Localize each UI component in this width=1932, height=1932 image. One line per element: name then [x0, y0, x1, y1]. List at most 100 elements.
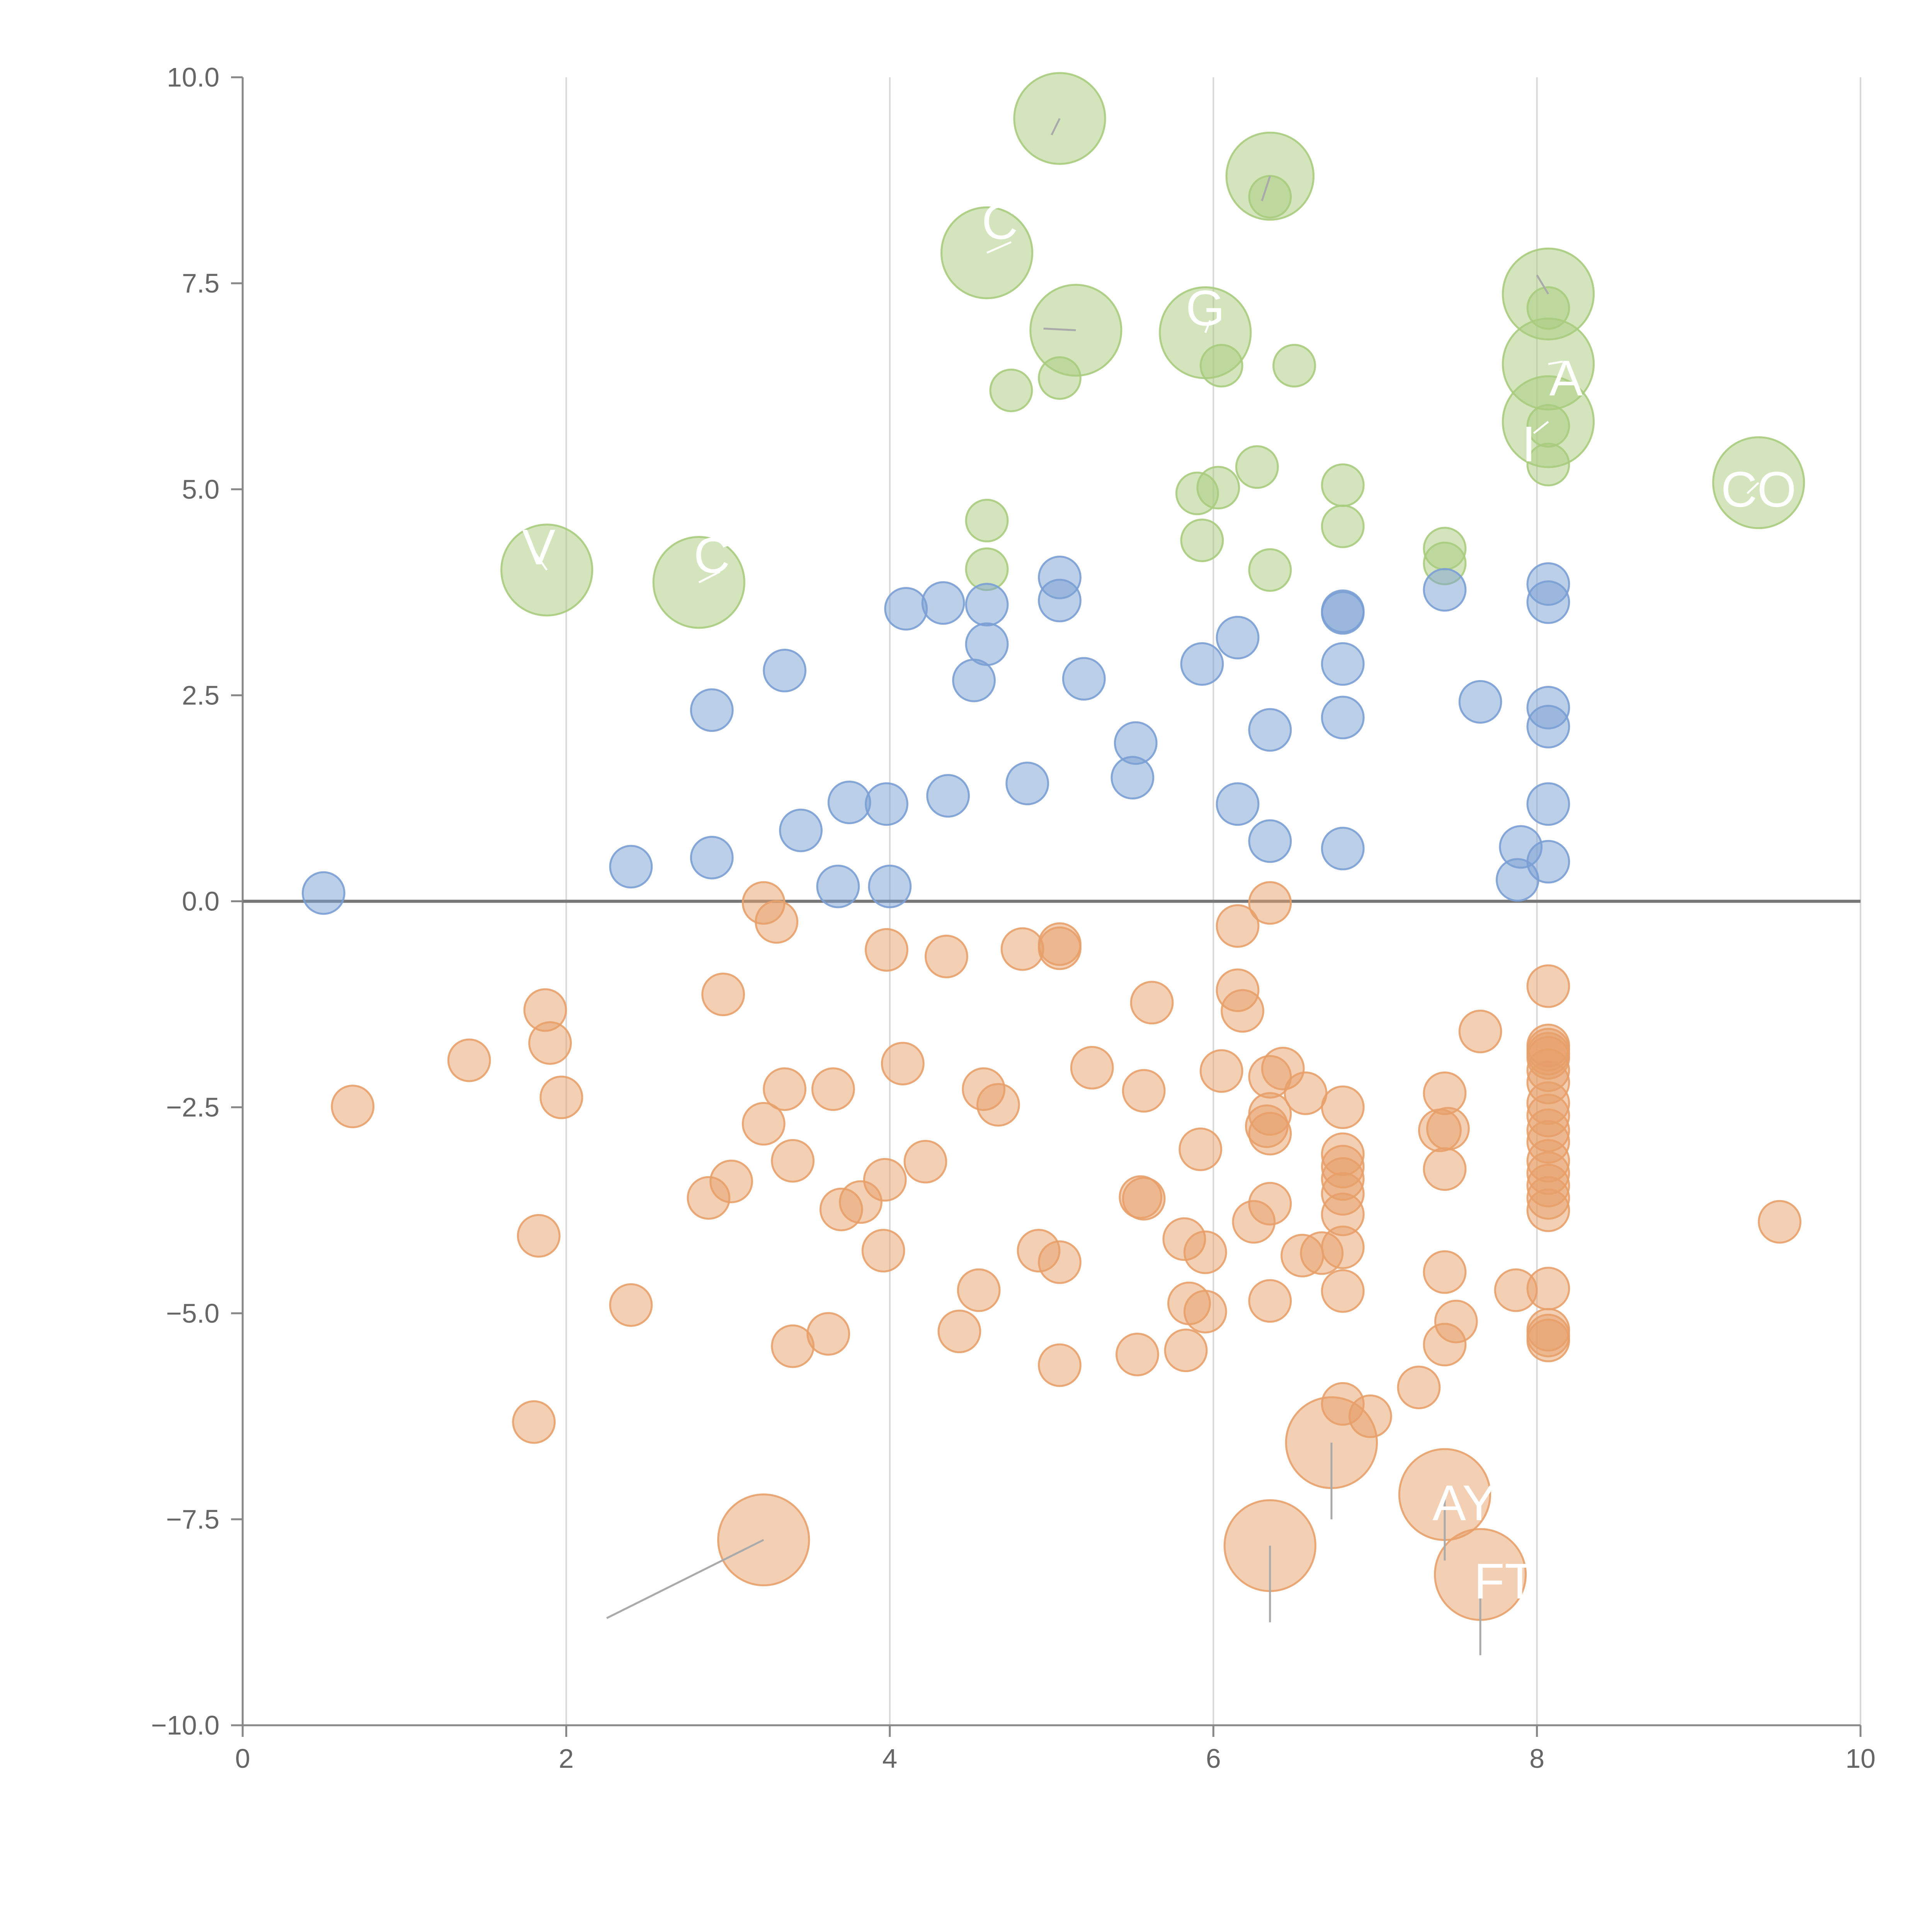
y-tick-label: 10.0: [167, 62, 219, 92]
x-tick-label: 4: [882, 1743, 897, 1774]
data-point: [1248, 548, 1292, 592]
data-point: [1116, 1332, 1159, 1376]
data-point: [1248, 175, 1292, 219]
data-point: [816, 864, 860, 908]
annotations: AY FT CO G A C I C V: [522, 193, 1796, 1609]
data-point: [1458, 1010, 1502, 1053]
data-point: [1216, 616, 1260, 660]
x-tick-label: 6: [1206, 1743, 1221, 1774]
data-point: [1180, 642, 1224, 686]
data-point: [865, 782, 908, 826]
y-tick-label: 0.0: [182, 886, 219, 917]
x-tick-label: 2: [559, 1743, 574, 1774]
data-point: [1526, 840, 1570, 884]
leader-line: [1043, 327, 1076, 332]
data-point: [1423, 1323, 1467, 1367]
data-point: [690, 688, 734, 732]
annotation-label: FT: [1474, 1553, 1535, 1609]
data-point: [1284, 1071, 1328, 1115]
data-point: [1111, 756, 1155, 800]
data-point: [1038, 1240, 1082, 1284]
data-point: [1164, 1328, 1208, 1372]
data-point: [811, 1067, 855, 1111]
data-point: [331, 1085, 375, 1128]
data-point: [1038, 356, 1082, 400]
data-point: [827, 781, 871, 825]
data-point: [1321, 642, 1365, 686]
annotation-label: I: [1522, 416, 1536, 472]
data-point: [1122, 1177, 1166, 1221]
data-point: [539, 1075, 583, 1119]
data-point: [1321, 1085, 1365, 1129]
data-point: [1196, 466, 1240, 510]
data-point: [1300, 1231, 1344, 1275]
y-tick-label: −2.5: [166, 1092, 219, 1122]
annotation-label: G: [1186, 280, 1225, 336]
data-points: [301, 72, 1805, 1621]
data-point: [1000, 927, 1044, 971]
data-point: [1235, 445, 1279, 489]
data-point: [868, 864, 912, 908]
data-point: [1758, 1200, 1802, 1244]
data-point: [1248, 1112, 1292, 1156]
data-point: [965, 498, 1009, 543]
data-point: [1248, 1279, 1292, 1323]
y-tick-label: 7.5: [182, 268, 219, 298]
data-point: [839, 1180, 883, 1224]
data-point: [965, 583, 1009, 627]
data-point: [861, 1229, 905, 1273]
data-point: [884, 587, 928, 631]
annotation-label: AY: [1432, 1475, 1496, 1531]
annotation-label: CO: [1721, 461, 1796, 517]
annotation-leader-line: [1533, 421, 1549, 434]
leader-line: [1536, 274, 1549, 295]
data-point: [1183, 1230, 1227, 1274]
data-point: [301, 871, 345, 915]
data-point: [447, 1038, 491, 1082]
y-tick-label: 2.5: [182, 680, 219, 710]
data-point: [926, 774, 970, 818]
data-point: [1070, 1046, 1114, 1090]
y-tick-label: −5.0: [166, 1298, 219, 1328]
data-point: [957, 1268, 1001, 1312]
data-point: [1232, 1200, 1276, 1244]
data-point: [1248, 819, 1292, 863]
data-point: [1199, 344, 1243, 388]
annotation-label: A: [1549, 350, 1583, 406]
data-point: [1321, 827, 1365, 871]
data-point: [1321, 463, 1365, 507]
data-point: [517, 1214, 561, 1258]
x-tick-label: 8: [1529, 1743, 1544, 1774]
annotation-leader-line: [986, 241, 1012, 254]
data-point: [921, 581, 965, 625]
y-tick-label: 5.0: [182, 474, 219, 504]
data-point: [1180, 519, 1224, 562]
data-point: [1526, 442, 1570, 486]
y-tick-label: −10.0: [151, 1710, 219, 1740]
data-point: [903, 1139, 947, 1184]
data-point: [1397, 1366, 1441, 1410]
data-point: [881, 1042, 925, 1086]
data-point: [1216, 904, 1260, 948]
data-point: [976, 1083, 1020, 1127]
data-point: [1526, 580, 1570, 624]
data-point: [512, 1400, 556, 1444]
data-point: [1458, 680, 1502, 724]
leader-line: [1051, 118, 1061, 136]
data-point: [771, 1139, 815, 1183]
data-point: [1321, 1269, 1365, 1313]
data-point: [1526, 705, 1570, 748]
data-point: [1526, 782, 1570, 826]
data-point: [924, 934, 968, 978]
annotation-leader-line: [1747, 482, 1759, 494]
data-point: [763, 1067, 807, 1111]
data-point: [1272, 344, 1316, 388]
data-point: [1321, 591, 1365, 635]
data-point: [1130, 981, 1174, 1025]
data-point: [1122, 1069, 1166, 1113]
annotation-label: C: [694, 527, 730, 583]
data-point: [701, 973, 745, 1016]
data-point: [609, 1283, 653, 1327]
annotation-leader-line: [1548, 361, 1563, 365]
